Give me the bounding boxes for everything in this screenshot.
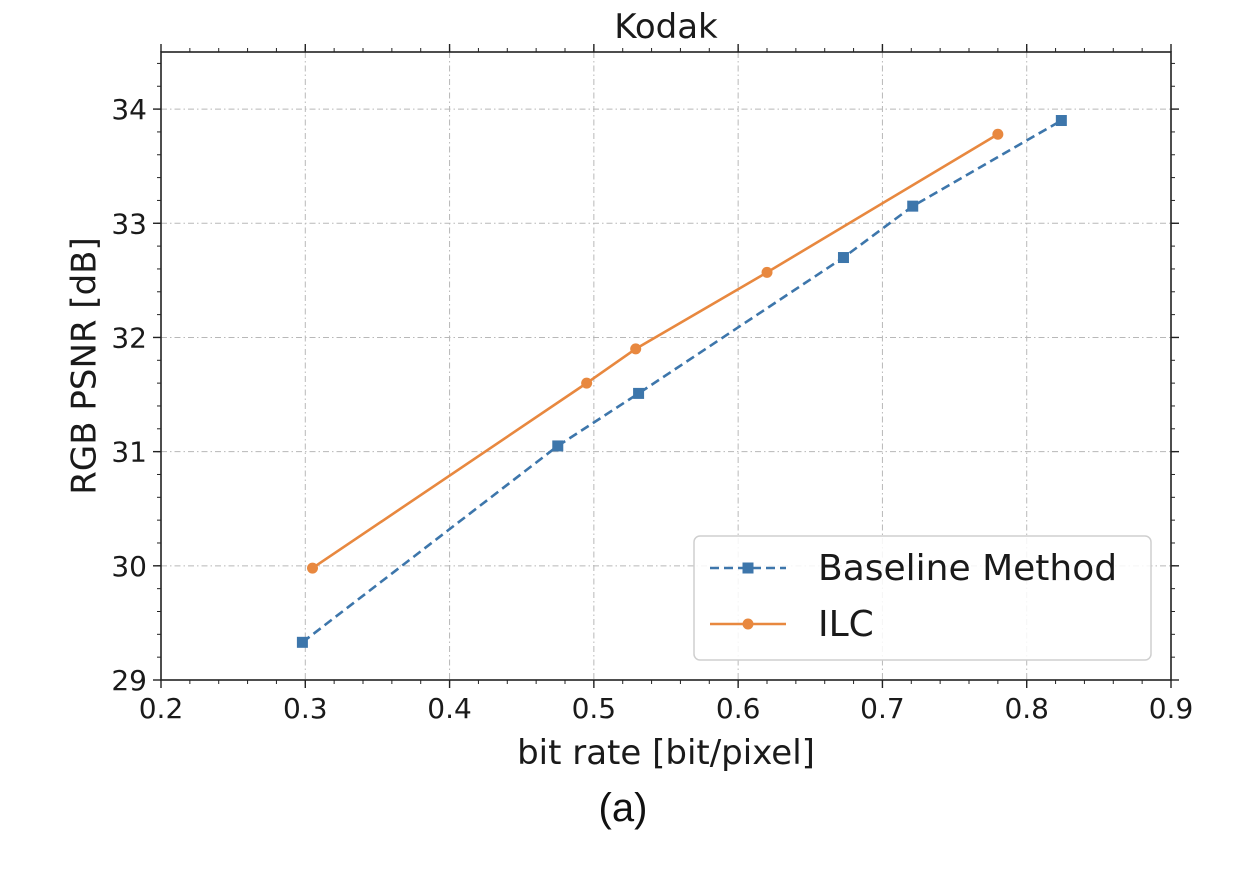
x-axis-label: bit rate [bit/pixel] bbox=[517, 733, 815, 773]
x-tick-label: 0.9 bbox=[1149, 692, 1194, 725]
axis-ticks: 0.2 0.3 0.4 0.5 0.6 0.7 0.8 0.9 29 30 31 32 33 34 bbox=[111, 44, 1193, 725]
data-point-baseline-method bbox=[1055, 115, 1067, 127]
data-point-ilc bbox=[307, 562, 318, 574]
chart-svg: 0.2 0.3 0.4 0.5 0.6 0.7 0.8 0.9 29 30 31 32 33 34 Kod… bbox=[65, 7, 1194, 773]
data-point-baseline-method bbox=[837, 252, 849, 264]
x-tick-label: 0.4 bbox=[427, 692, 472, 725]
legend-marker-ilc bbox=[742, 618, 754, 630]
data-point-ilc bbox=[581, 377, 593, 389]
series-layer bbox=[296, 115, 1067, 648]
y-tick-label: 32 bbox=[111, 321, 147, 354]
legend-entry-ilc: ILC bbox=[710, 604, 874, 645]
x-tick-label: 0.6 bbox=[716, 692, 761, 725]
legend-box bbox=[693, 535, 1152, 661]
x-tick-label: 0.5 bbox=[572, 692, 617, 725]
legend-entry-baseline-method: Baseline Method bbox=[710, 548, 1117, 589]
legend-marker-baseline-method bbox=[742, 562, 754, 574]
x-tick-label: 0.7 bbox=[860, 692, 905, 725]
data-point-baseline-method bbox=[907, 200, 919, 212]
data-point-ilc bbox=[761, 266, 773, 278]
y-tick-label: 33 bbox=[111, 207, 147, 240]
y-tick-label: 34 bbox=[111, 93, 147, 126]
data-point-ilc bbox=[630, 343, 642, 355]
data-point-baseline-method bbox=[633, 387, 645, 399]
y-tick-label: 31 bbox=[111, 436, 147, 469]
figure-caption: (a) bbox=[598, 786, 648, 830]
chart-title: Kodak bbox=[614, 7, 718, 47]
data-point-baseline-method bbox=[552, 440, 564, 452]
x-tick-label: 0.2 bbox=[139, 692, 184, 725]
series-ilc bbox=[307, 128, 1004, 574]
data-point-baseline-method bbox=[296, 636, 308, 648]
series-line-baseline-method bbox=[301, 119, 1062, 644]
x-tick-label: 0.3 bbox=[283, 692, 328, 725]
legend: Baseline Method ILC bbox=[693, 535, 1152, 661]
series-baseline-method bbox=[296, 115, 1067, 648]
x-tick-label: 0.8 bbox=[1004, 692, 1049, 725]
y-axis-label: RGB PSNR [dB] bbox=[65, 237, 105, 495]
plot-frame bbox=[160, 51, 1172, 681]
legend-label-baseline-method: Baseline Method bbox=[818, 548, 1117, 589]
y-tick-label: 30 bbox=[111, 550, 147, 583]
series-line-ilc bbox=[311, 133, 999, 570]
data-point-ilc bbox=[992, 128, 1004, 140]
y-tick-label: 29 bbox=[111, 664, 147, 697]
legend-label-ilc: ILC bbox=[818, 604, 874, 645]
